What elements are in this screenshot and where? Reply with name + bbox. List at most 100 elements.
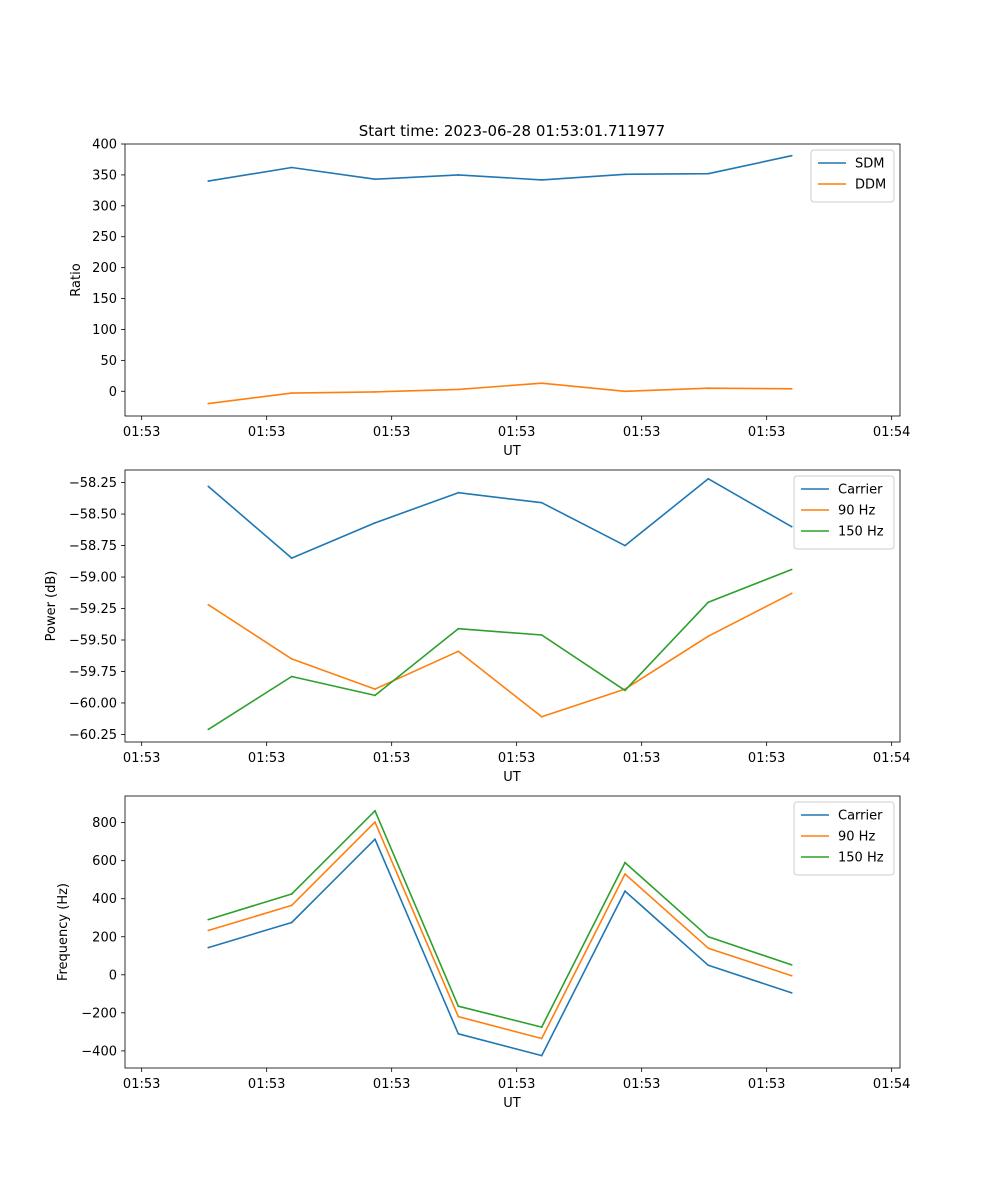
ratio-xtick-label: 01:53: [623, 425, 660, 440]
ratio-data-point-ddm: [457, 388, 460, 391]
power-panel: −60.25 −60.00 −59.75 −59.50 −59.25 −59.00 −58.…: [44, 469, 910, 785]
ratio-data-point-ddm: [707, 387, 710, 390]
power-xtick-label: 01:53: [623, 751, 660, 766]
power-xtick-label: 01:53: [748, 751, 785, 766]
frequency-axes-frame: [124, 795, 901, 1069]
power-ytick-label: −60.00: [69, 696, 117, 711]
power-ytick-label: −59.25: [69, 602, 117, 617]
power-series-line-150-hz: [207, 568, 792, 731]
frequency-data-point-carrier: [290, 921, 293, 924]
frequency-xtick-label: 01:53: [123, 1077, 160, 1092]
ratio-xtick-label: 01:53: [373, 425, 410, 440]
power-ytick-label: −59.00: [69, 571, 117, 586]
frequency-data-point-90-hz: [207, 929, 210, 932]
power-xtick-label: 01:53: [248, 751, 285, 766]
frequency-xtick-label: 01:54: [873, 1077, 910, 1092]
ratio-data-point-sdm: [290, 166, 293, 169]
ratio-data-point-sdm: [624, 173, 626, 176]
power-data-point-carrier: [457, 491, 460, 494]
power-data-point-carrier: [540, 501, 543, 504]
ratio-data-point-ddm: [207, 402, 210, 405]
power-ytick-label: −58.25: [69, 476, 117, 491]
power-data-point-90-hz: [374, 688, 376, 691]
power-data-point-150-hz: [207, 728, 210, 731]
power-data-point-150-hz: [624, 689, 626, 692]
frequency-ytick-label: 800: [92, 816, 117, 831]
frequency-series-line-150-hz: [208, 809, 792, 1028]
power-data-point-carrier: [207, 485, 210, 488]
power-series-line-carrier: [207, 477, 793, 559]
power-ytick-label: −59.50: [69, 634, 117, 649]
frequency-data-point-carrier: [374, 838, 376, 841]
power-axes-frame: [124, 469, 901, 743]
power-data-point-90-hz: [290, 657, 293, 660]
frequency-data-point-150-hz: [540, 1026, 543, 1029]
power-data-point-150-hz: [790, 568, 793, 571]
ratio-data-point-sdm: [374, 178, 376, 181]
frequency-data-point-90-hz: [290, 904, 293, 907]
power-data-point-150-hz: [290, 675, 293, 678]
frequency-data-point-150-hz: [707, 935, 710, 938]
ratio-ytick-label: 200: [92, 261, 117, 276]
ratio-xlabel: UT: [503, 444, 521, 459]
ratio-xtick-label: 01:53: [498, 425, 535, 440]
frequency-data-point-carrier: [624, 890, 626, 893]
ratio-ytick-label: 350: [92, 168, 117, 183]
ratio-ytick-label: 250: [92, 230, 117, 245]
power-data-point-150-hz: [707, 601, 710, 604]
frequency-data-point-90-hz: [624, 873, 626, 875]
ratio-xtick-label: 01:54: [873, 425, 910, 440]
frequency-data-point-carrier: [707, 964, 710, 967]
ratio-legend-label-ddm: DDM: [855, 178, 886, 193]
power-data-point-150-hz: [374, 694, 376, 697]
ratio-data-point-sdm: [457, 174, 460, 176]
frequency-ytick-label: 0: [109, 968, 117, 983]
power-data-point-carrier: [290, 557, 293, 560]
frequency-ytick-label: 400: [92, 892, 117, 907]
ratio-data-point-ddm: [374, 390, 376, 393]
ratio-xtick-label: 01:53: [748, 425, 785, 440]
ratio-data-point-ddm: [624, 390, 626, 393]
frequency-data-point-carrier: [207, 946, 210, 949]
frequency-panel: −400 −200 0 200 400 600 800 01:53 01:53 01:53 01:5…: [56, 795, 910, 1111]
frequency-data-point-150-hz: [207, 918, 210, 921]
ratio-xtick-label: 01:53: [248, 425, 285, 440]
power-legend-label-150-hz: 150 Hz: [838, 525, 884, 540]
ratio-ytick-label: 300: [92, 199, 117, 214]
frequency-data-point-90-hz: [374, 821, 376, 823]
frequency-xlabel: UT: [503, 1096, 521, 1111]
ratio-legend-label-sdm: SDM: [855, 157, 884, 172]
frequency-data-point-carrier: [457, 1032, 460, 1035]
frequency-xtick-label: 01:53: [748, 1077, 785, 1092]
ratio-data-point-sdm: [540, 178, 543, 181]
ratio-panel: 0 50 100 150 200 250 300 350 400 01:53 01:53 01:53 0…: [69, 138, 910, 460]
frequency-ytick-label: −200: [81, 1006, 117, 1021]
frequency-data-point-carrier: [540, 1054, 543, 1057]
power-data-point-150-hz: [540, 634, 543, 636]
frequency-data-point-150-hz: [374, 809, 376, 812]
figure-title: Start time: 2023-06-28 01:53:01.711977: [359, 122, 665, 140]
power-series-line-90-hz: [207, 592, 793, 718]
power-data-point-carrier: [790, 525, 793, 528]
frequency-data-point-150-hz: [790, 964, 793, 966]
power-xlabel: UT: [503, 770, 521, 785]
frequency-data-point-150-hz: [290, 893, 293, 895]
ratio-ytick-label: 400: [92, 138, 117, 153]
ratio-ytick-label: 150: [92, 292, 117, 307]
power-data-point-carrier: [707, 477, 710, 480]
power-ytick-label: −60.25: [69, 728, 117, 743]
frequency-legend-label-carrier: Carrier: [838, 809, 883, 824]
ratio-ytick-label: 0: [109, 385, 117, 400]
frequency-series-line-90-hz: [208, 821, 792, 1040]
ratio-ylabel: Ratio: [69, 263, 84, 296]
frequency-data-point-90-hz: [540, 1037, 543, 1040]
power-ylabel: Power (dB): [44, 571, 59, 642]
frequency-ytick-label: 600: [92, 854, 117, 869]
ratio-ytick-label: 100: [92, 323, 117, 338]
ratio-ytick-label: 50: [100, 354, 117, 369]
frequency-ytick-label: 200: [92, 930, 117, 945]
ratio-data-point-ddm: [540, 382, 543, 385]
power-data-point-carrier: [624, 544, 626, 547]
power-ytick-label: −58.75: [69, 539, 117, 554]
